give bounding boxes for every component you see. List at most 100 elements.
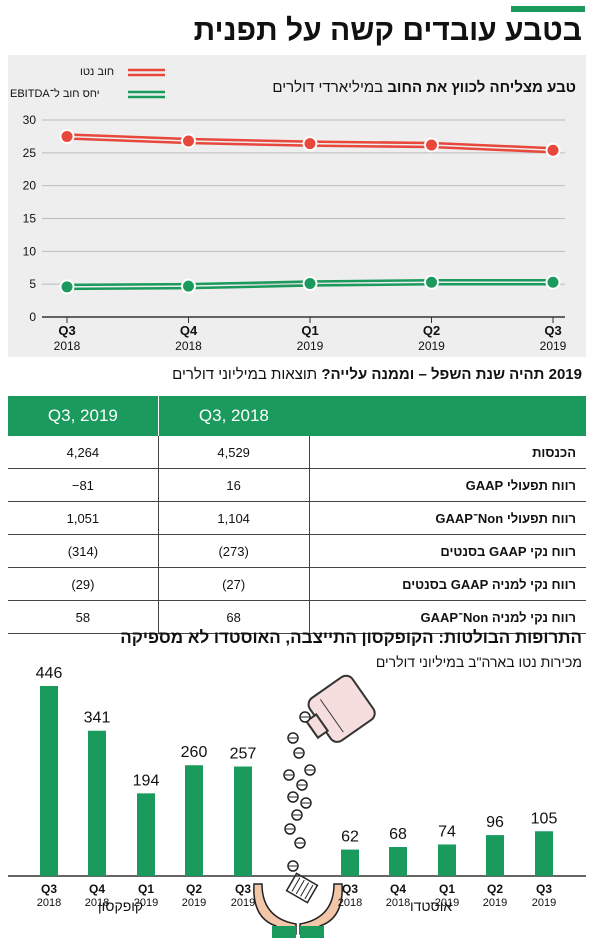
bar bbox=[389, 847, 407, 876]
x-tick-label-quarter: Q3 bbox=[544, 323, 561, 338]
hands-illustration bbox=[253, 883, 343, 938]
row-value-2019: 4,264 bbox=[8, 436, 159, 469]
data-point bbox=[424, 274, 439, 290]
bar-value-label: 194 bbox=[133, 772, 160, 789]
drugs-chart-title: התרופות הבולטות: הקופקסון התייצבה, האוסט… bbox=[120, 628, 582, 647]
bar-value-label: 341 bbox=[84, 710, 111, 727]
bar bbox=[185, 765, 203, 876]
bar-category-quarter: Q3 bbox=[536, 882, 552, 896]
bar bbox=[438, 844, 456, 876]
table-row: רווח תפעולי Non־GAAP 1,104 1,051 bbox=[8, 501, 586, 535]
bar bbox=[40, 686, 58, 876]
row-label: רווח תפעולי Non־GAAP bbox=[308, 501, 586, 535]
results-table-title: 2019 תהיה שנת השפל – וממנה עלייה? תוצאות… bbox=[172, 366, 582, 383]
row-value-2018: 4,529 bbox=[157, 436, 310, 469]
bar bbox=[341, 849, 359, 876]
x-tick-label-year: 2018 bbox=[175, 339, 202, 353]
y-tick-label: 25 bbox=[23, 146, 37, 160]
data-point bbox=[424, 137, 439, 153]
row-value-2019: 58 bbox=[8, 600, 159, 634]
data-point bbox=[302, 136, 318, 152]
row-value-2018: (273) bbox=[157, 534, 310, 568]
debt-chart-title-bold: טבע מצליחה לכווץ את החוב bbox=[387, 79, 576, 96]
row-label: רווח נקי למניה GAAP בסנטים bbox=[308, 567, 586, 601]
group-label-copaxone: קופקסון bbox=[98, 898, 144, 914]
table-row: רווח נקי למניה GAAP בסנטים (27) (29) bbox=[8, 567, 586, 601]
row-value-2019: (29) bbox=[8, 567, 159, 601]
bar-category-year: 2019 bbox=[231, 897, 255, 909]
data-point bbox=[545, 274, 561, 290]
row-value-2018: 68 bbox=[157, 600, 310, 634]
row-value-2018: 16 bbox=[157, 468, 310, 502]
data-point bbox=[181, 133, 196, 149]
bar-category-year: 2018 bbox=[85, 897, 109, 909]
bar bbox=[486, 835, 504, 876]
bar-category-year: 2019 bbox=[435, 897, 459, 909]
group-label-austedo: אוסטדו bbox=[410, 898, 453, 914]
x-tick-label-quarter: Q4 bbox=[180, 323, 198, 338]
bar-value-label: 74 bbox=[438, 823, 456, 840]
bar-value-label: 62 bbox=[341, 829, 359, 846]
row-label: רווח נקי למניה Non־GAAP bbox=[308, 600, 586, 634]
x-tick-label-quarter: Q2 bbox=[423, 323, 440, 338]
table-row: הכנסות 4,529 4,264 bbox=[8, 436, 586, 469]
legend-net-debt: חוב נטו bbox=[80, 66, 114, 78]
debt-chart-title: טבע מצליחה לכווץ את החוב במיליארדי דולרי… bbox=[272, 79, 576, 96]
row-value-2019: (314) bbox=[8, 534, 159, 568]
row-value-2018: 1,104 bbox=[157, 501, 310, 535]
y-tick-label: 15 bbox=[23, 212, 37, 226]
bar-category-year: 2018 bbox=[386, 897, 410, 909]
row-value-2018: (27) bbox=[157, 567, 310, 601]
row-label: הכנסות bbox=[308, 436, 586, 469]
bar-category-year: 2019 bbox=[532, 897, 556, 909]
results-table: Q3, 2018 Q3, 2019 הכנסות 4,529 4,264 רוו… bbox=[8, 396, 586, 634]
x-tick-label-quarter: Q1 bbox=[301, 323, 318, 338]
bar-category-quarter: Q2 bbox=[186, 882, 202, 896]
bar-category-year: 2018 bbox=[37, 897, 61, 909]
row-label: רווח תפעולי GAAP bbox=[308, 468, 586, 502]
bar-category-year: 2018 bbox=[338, 897, 362, 909]
page-title: בטבע עובדים קשה על תפנית bbox=[193, 14, 582, 47]
y-tick-label: 5 bbox=[29, 277, 36, 291]
bar-category-quarter: Q3 bbox=[342, 882, 358, 896]
debt-chart-title-unit: במיליארדי דולרים bbox=[272, 79, 384, 96]
bar-category-quarter: Q3 bbox=[235, 882, 251, 896]
y-tick-label: 10 bbox=[23, 244, 37, 258]
bar-category-year: 2019 bbox=[483, 897, 507, 909]
x-tick-label-year: 2019 bbox=[418, 339, 445, 353]
legend-net-debt-label: חוב נטו bbox=[80, 66, 115, 78]
bar-category-year: 2019 bbox=[134, 897, 158, 909]
header-label-column bbox=[309, 396, 586, 436]
bar-value-label: 68 bbox=[389, 826, 407, 843]
bar bbox=[88, 730, 106, 876]
bar-value-label: 105 bbox=[531, 810, 558, 827]
bar-value-label: 260 bbox=[181, 744, 208, 761]
results-table-title-bold: 2019 תהיה שנת השפל – וממנה עלייה? bbox=[321, 366, 582, 383]
header-q3-2019: Q3, 2019 bbox=[8, 396, 159, 436]
bar-value-label: 257 bbox=[230, 746, 257, 763]
table-row: רווח תפעולי GAAP 16 81− bbox=[8, 468, 586, 502]
bar-category-quarter: Q2 bbox=[487, 882, 503, 896]
data-point bbox=[302, 276, 318, 292]
pill-bottle-illustration bbox=[283, 674, 376, 904]
accent-bar bbox=[511, 6, 585, 12]
y-tick-label: 30 bbox=[23, 113, 37, 127]
y-tick-label: 0 bbox=[29, 310, 36, 324]
bar-category-quarter: Q4 bbox=[390, 882, 406, 896]
bar bbox=[234, 766, 252, 876]
y-tick-label: 20 bbox=[23, 179, 37, 193]
bar-category-quarter: Q3 bbox=[41, 882, 57, 896]
row-label: רווח נקי GAAP בסנטים bbox=[308, 534, 586, 568]
bar bbox=[535, 831, 553, 876]
legend-swatch-net-debt bbox=[128, 68, 165, 77]
drugs-chart-subtitle: מכירות נטו בארה"ב במיליוני דולרים bbox=[375, 654, 582, 670]
row-value-2019: 81− bbox=[8, 468, 159, 502]
x-tick-label-year: 2019 bbox=[297, 339, 324, 353]
results-table-header: Q3, 2018 Q3, 2019 bbox=[8, 396, 586, 436]
legend-swatch-ebitda bbox=[128, 90, 165, 99]
x-tick-label-quarter: Q3 bbox=[58, 323, 75, 338]
bar-value-label: 446 bbox=[36, 665, 63, 682]
data-point bbox=[59, 128, 75, 144]
legend-ebitda-label: יחס חוב ל־EBITDA bbox=[10, 88, 100, 100]
